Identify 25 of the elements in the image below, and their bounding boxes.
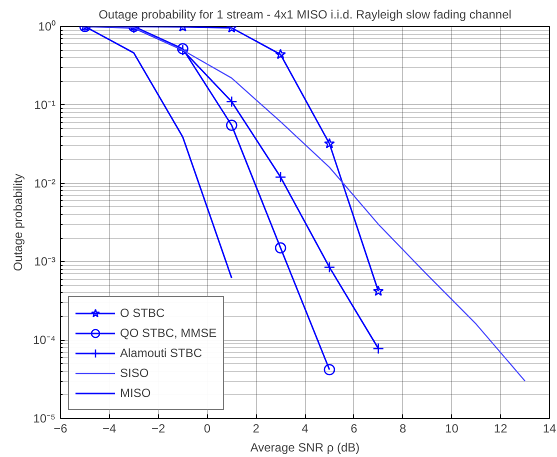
y-tick-label: 10⁻¹ — [34, 98, 56, 112]
x-tick-label: 10 — [445, 422, 459, 436]
y-tick-label: 10⁻⁴ — [32, 333, 56, 348]
x-tick-label: −6 — [54, 422, 68, 436]
x-axis-title: Average SNR ρ (dB) — [250, 440, 360, 454]
x-tick-label: 6 — [350, 422, 358, 436]
x-tick-label: −2 — [151, 422, 166, 436]
legend-label: QO STBC, MMSE — [120, 326, 217, 340]
x-tick-label: −4 — [102, 422, 117, 436]
y-axis-title: Outage probability — [10, 174, 25, 272]
x-tick-label: 14 — [542, 422, 556, 436]
y-tick-label: 10⁻² — [34, 176, 56, 190]
chart-title: Outage probability for 1 stream - 4x1 MISO i.i.d. Rayleigh slow fading channel — [98, 8, 512, 22]
x-tick-label: 2 — [252, 422, 260, 436]
x-tick-label: 12 — [494, 422, 508, 436]
x-tick-label: 0 — [204, 422, 211, 436]
y-tick-label: 10⁻⁵ — [33, 412, 56, 426]
y-tick-label: 10⁻³ — [34, 254, 56, 269]
legend-label: Alamouti STBC — [120, 346, 202, 360]
legend-label: O STBC — [120, 306, 165, 320]
x-tick-label: 8 — [399, 422, 406, 436]
legend-label: MISO — [120, 386, 151, 400]
x-tick-label: 4 — [302, 422, 309, 436]
y-tick-label: 10⁰ — [38, 20, 56, 34]
legend-label: SISO — [120, 366, 149, 380]
